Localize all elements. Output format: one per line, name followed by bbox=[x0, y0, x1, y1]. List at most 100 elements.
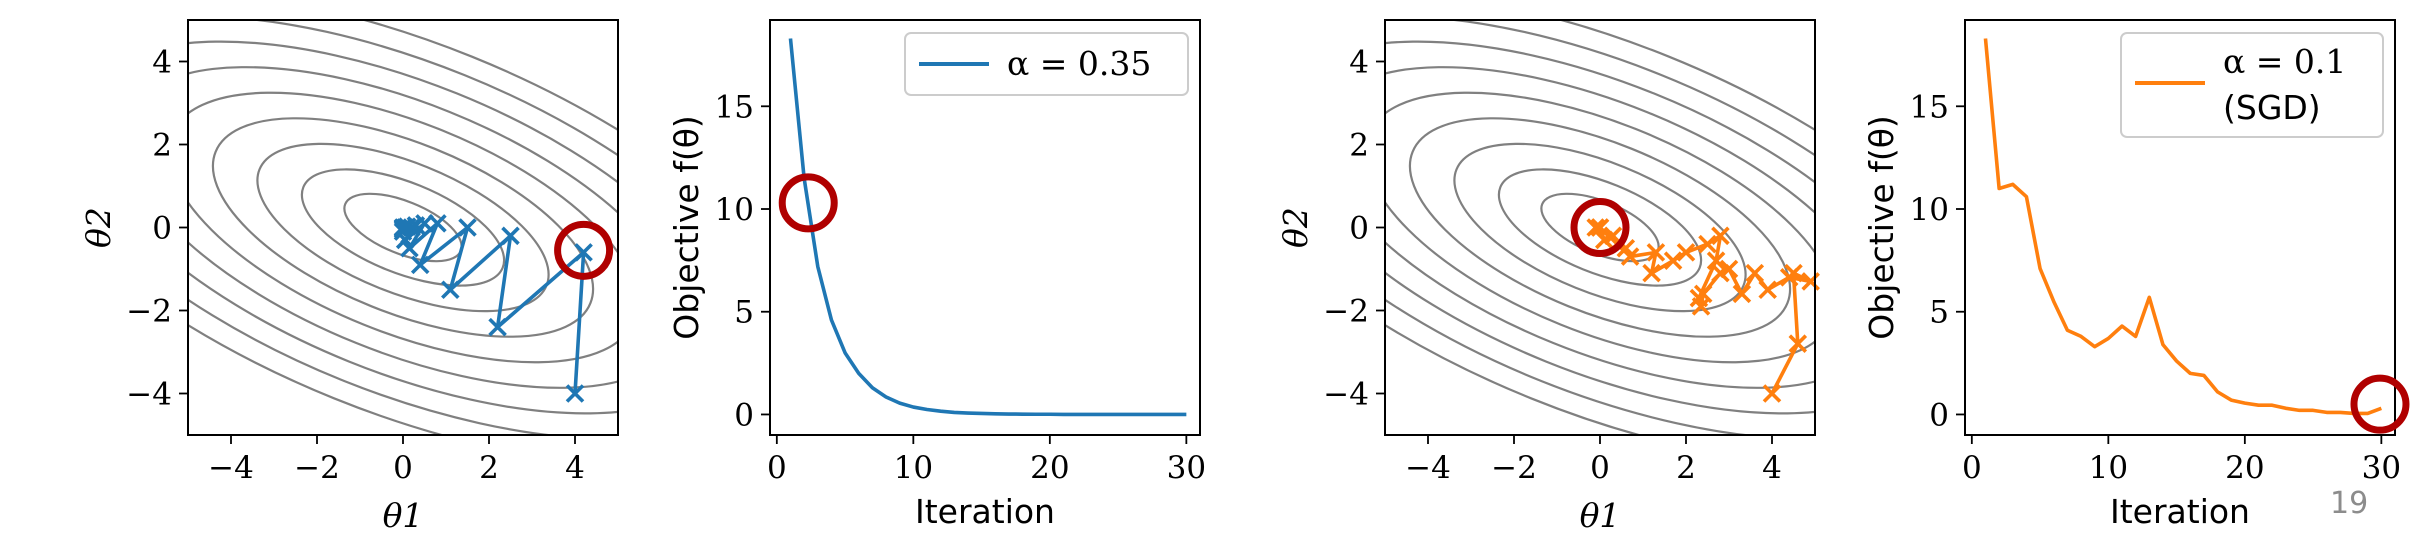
contour-ellipse bbox=[1385, 91, 1815, 364]
x-tick-label: −2 bbox=[1491, 450, 1537, 486]
x-tick-label: 30 bbox=[2362, 450, 2401, 486]
data-point-marker bbox=[410, 255, 430, 275]
data-point-marker bbox=[565, 384, 585, 403]
contour-lines bbox=[188, 20, 618, 435]
x-axis-label: θ1 bbox=[383, 496, 424, 535]
contour-panel-alpha-035: −4 −2 0 2 4 4 2 0 −2 −4 θ1 θ2 bbox=[79, 19, 619, 535]
contour-ellipse bbox=[188, 66, 618, 389]
contour-ellipse bbox=[1385, 40, 1815, 415]
data-point-marker bbox=[1646, 243, 1666, 262]
data-point-marker bbox=[1595, 230, 1614, 250]
x-tick-label: −2 bbox=[294, 450, 340, 486]
data-point-marker bbox=[393, 218, 413, 237]
contour-lines bbox=[1385, 20, 1815, 435]
series-line bbox=[1983, 38, 2382, 416]
data-point-marker bbox=[1788, 334, 1808, 353]
y-tick-label: 2 bbox=[152, 128, 172, 164]
x-tick-label: −4 bbox=[208, 450, 254, 486]
y-axis-label: Objective f(θ) bbox=[667, 115, 706, 340]
data-point-marker bbox=[1689, 288, 1709, 308]
highlight-circle bbox=[2350, 374, 2410, 434]
contour-ellipse bbox=[188, 20, 618, 435]
legend: α = 0.35 bbox=[904, 32, 1189, 96]
y-tick-label: 10 bbox=[715, 192, 754, 228]
legend-box bbox=[2120, 32, 2384, 138]
x-tick-label: 0 bbox=[1590, 450, 1610, 486]
x-tick-label: 0 bbox=[767, 450, 787, 486]
y-tick-label: 0 bbox=[734, 397, 754, 433]
x-tick-label: 4 bbox=[565, 450, 585, 486]
legend: α = 0.1 (SGD) bbox=[2120, 32, 2384, 138]
objective-panel-alpha-01: 0 10 20 30 15 10 5 0 Iteration Objective f(θ) α = … bbox=[1862, 19, 2410, 531]
highlight-circle bbox=[1570, 198, 1630, 257]
y-tick-label: 5 bbox=[1929, 295, 1949, 331]
y-tick-label: 4 bbox=[152, 45, 172, 81]
objective-panel-alpha-035: 0 10 20 30 15 10 5 0 Iteration Objective f(θ) α = … bbox=[667, 19, 1206, 531]
data-point-marker bbox=[488, 317, 507, 337]
legend-label: α = 0.1 bbox=[2223, 42, 2346, 81]
data-point-marker bbox=[458, 218, 477, 237]
data-point-marker bbox=[1711, 226, 1730, 246]
data-point-marker bbox=[1642, 263, 1661, 283]
page-number: 19 bbox=[2330, 486, 2369, 521]
contour-ellipse bbox=[188, 91, 618, 364]
contour-ellipse bbox=[1497, 168, 1703, 287]
contour-ellipse bbox=[1385, 66, 1815, 389]
x-tick-label: 10 bbox=[894, 450, 933, 486]
contour-ellipse bbox=[300, 168, 506, 287]
x-axis-label: Iteration bbox=[2110, 492, 2250, 531]
y-tick-label: −2 bbox=[1323, 294, 1369, 330]
contour-ellipse bbox=[188, 20, 618, 435]
y-tick-label: 4 bbox=[1349, 45, 1369, 81]
data-point-marker bbox=[441, 280, 460, 300]
data-point-marker bbox=[1762, 384, 1782, 403]
contour-ellipse bbox=[211, 117, 595, 338]
y-axis-label: θ2 bbox=[1276, 207, 1315, 248]
contour-panel-alpha-01: −4 −2 0 2 4 4 2 0 −2 −4 θ1 θ2 bbox=[1276, 19, 1820, 535]
x-axis-label: θ1 bbox=[1580, 496, 1621, 535]
x-tick-label: 20 bbox=[2225, 450, 2264, 486]
y-tick-label: 15 bbox=[1910, 89, 1949, 125]
x-axis-label: Iteration bbox=[915, 492, 1055, 531]
y-axis-label: Objective f(θ) bbox=[1862, 115, 1901, 340]
legend-label-line2: (SGD) bbox=[2223, 88, 2321, 127]
x-tick-label: 30 bbox=[1167, 450, 1206, 486]
axes-frame bbox=[1384, 19, 1816, 436]
x-tick-label: 10 bbox=[2089, 450, 2128, 486]
y-tick-label: 0 bbox=[1349, 211, 1369, 247]
data-point-marker bbox=[1711, 263, 1730, 283]
data-point-marker bbox=[1698, 234, 1717, 254]
highlight-circle bbox=[554, 220, 614, 280]
data-point-marker bbox=[1586, 218, 1605, 237]
x-tick-label: 2 bbox=[1676, 450, 1696, 486]
data-point-marker bbox=[1663, 251, 1683, 270]
highlight-circle bbox=[778, 173, 838, 233]
x-tick-label: −4 bbox=[1405, 450, 1451, 486]
data-point-marker bbox=[501, 226, 520, 246]
y-tick-label: 10 bbox=[1910, 192, 1949, 228]
y-tick-label: 5 bbox=[734, 295, 754, 331]
contour-ellipse bbox=[1385, 20, 1815, 435]
axes-frame bbox=[187, 19, 619, 436]
data-point-marker bbox=[1676, 243, 1696, 262]
axes-frame bbox=[769, 19, 1201, 436]
y-tick-label: 2 bbox=[1349, 128, 1369, 164]
series-line bbox=[788, 38, 1187, 417]
data-point-marker bbox=[1801, 272, 1820, 291]
x-tick-label: 2 bbox=[479, 450, 499, 486]
data-point-marker bbox=[574, 243, 593, 262]
y-tick-label: −4 bbox=[126, 377, 172, 413]
y-tick-label: −4 bbox=[1323, 377, 1369, 413]
x-tick-label: 0 bbox=[393, 450, 413, 486]
data-point-marker bbox=[1706, 251, 1726, 270]
y-tick-label: 0 bbox=[152, 211, 172, 247]
contour-ellipse bbox=[1408, 117, 1792, 338]
x-tick-label: 4 bbox=[1762, 450, 1782, 486]
contour-ellipse bbox=[188, 40, 618, 415]
axes-frame bbox=[1964, 19, 2396, 436]
data-point-marker bbox=[1745, 263, 1765, 283]
y-tick-label: 0 bbox=[1929, 397, 1949, 433]
data-point-marker bbox=[1732, 284, 1752, 304]
y-tick-label: −2 bbox=[126, 294, 172, 330]
